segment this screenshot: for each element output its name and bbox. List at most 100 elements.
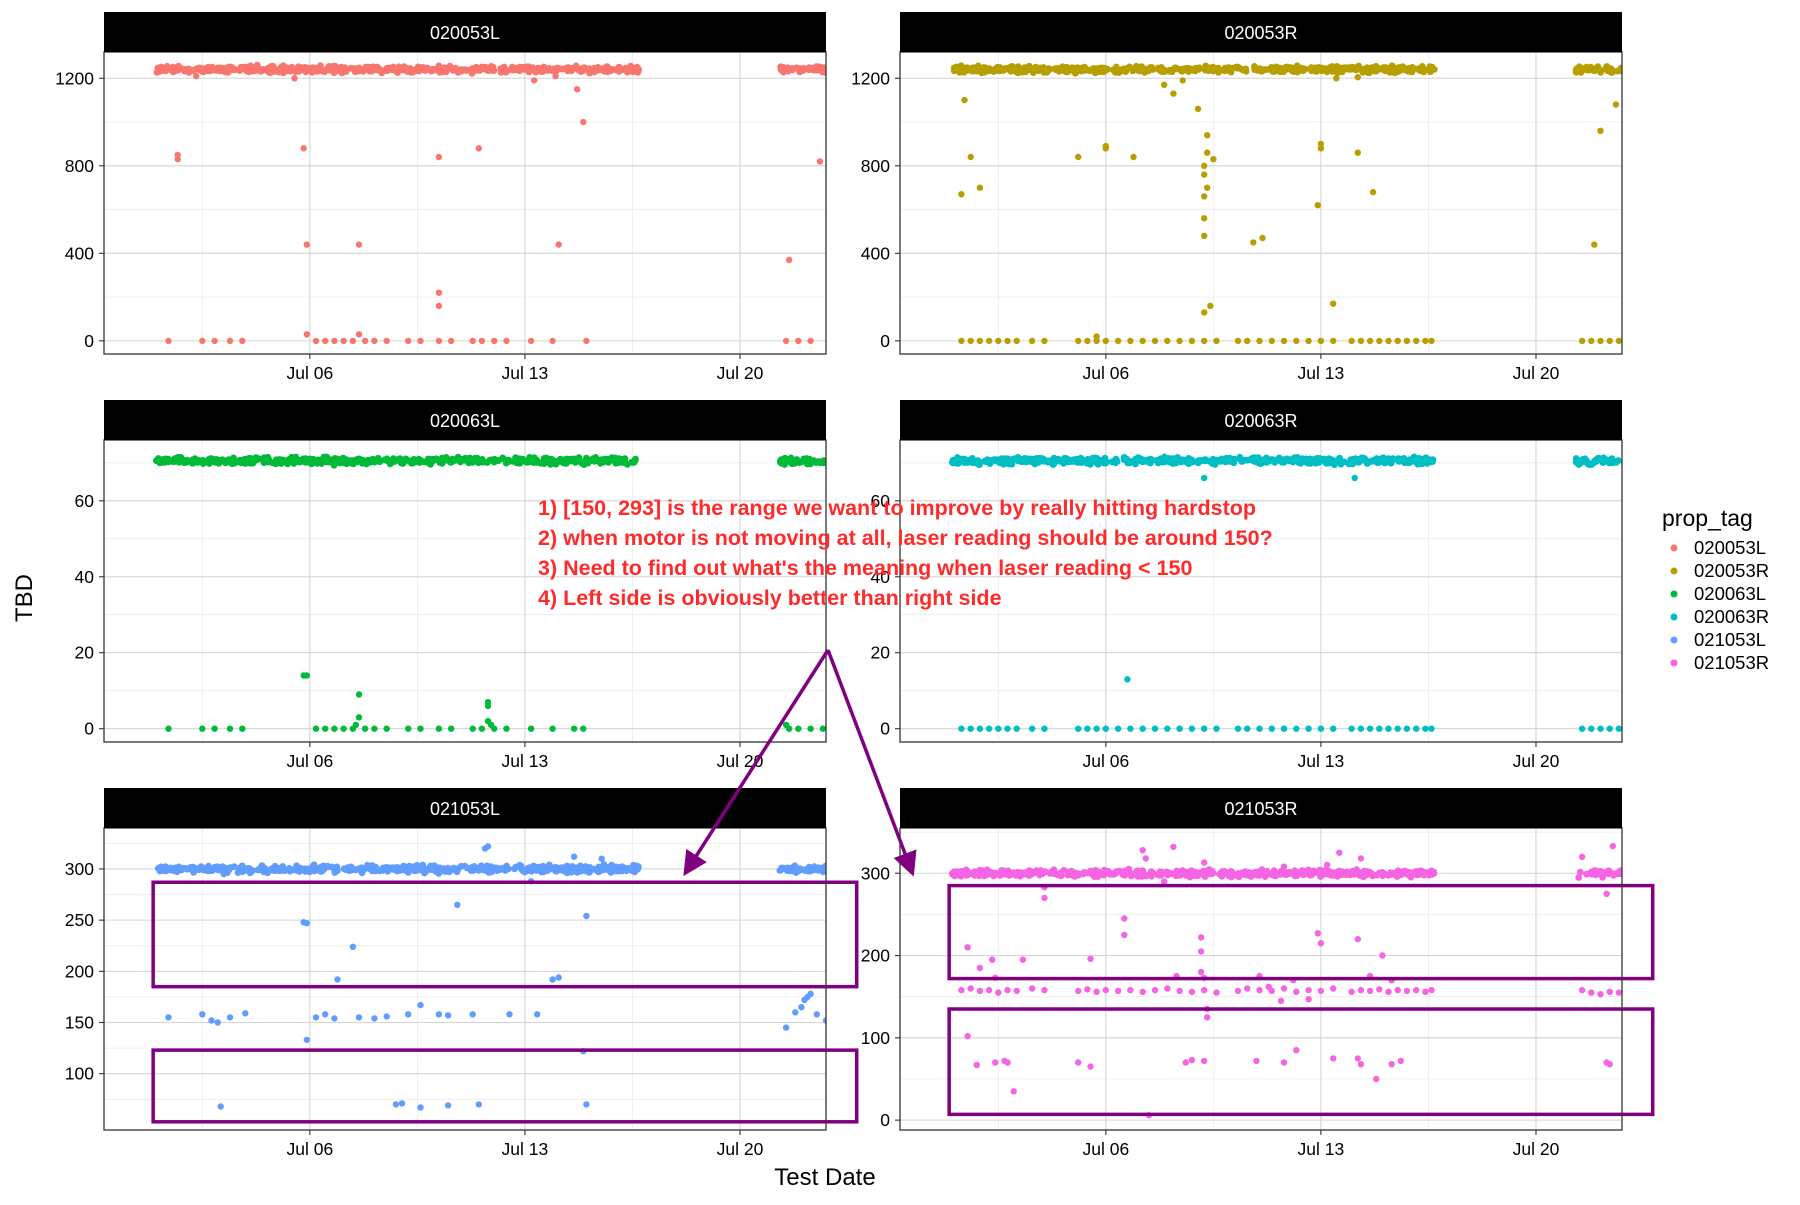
y-tick-label: 0 — [880, 719, 890, 739]
data-point — [1185, 455, 1193, 463]
data-point — [506, 1011, 513, 1018]
data-point — [1606, 725, 1613, 732]
x-tick-label: Jul 20 — [1513, 751, 1560, 771]
data-point — [497, 69, 505, 76]
data-point — [340, 337, 347, 345]
data-point — [208, 1017, 215, 1024]
data-point — [1293, 337, 1300, 345]
data-point — [1639, 67, 1646, 74]
data-point — [1651, 869, 1658, 876]
data-point — [305, 865, 313, 873]
data-point — [509, 66, 517, 74]
data-point — [1638, 869, 1645, 876]
data-point — [1030, 869, 1037, 876]
data-point — [777, 456, 785, 464]
data-point — [1627, 455, 1634, 462]
y-tick-label: 20 — [871, 643, 891, 663]
data-point — [189, 459, 196, 467]
data-point — [1593, 456, 1600, 463]
data-point — [782, 337, 790, 345]
data-point — [1652, 460, 1659, 467]
data-point — [552, 72, 559, 80]
data-point — [1357, 1061, 1365, 1068]
data-point — [857, 338, 863, 344]
data-point — [624, 68, 631, 76]
data-point — [976, 964, 984, 972]
data-point — [998, 455, 1006, 463]
data-point — [383, 1013, 390, 1020]
data-point — [839, 866, 846, 873]
data-point — [1004, 1059, 1011, 1066]
data-point — [1376, 337, 1383, 345]
data-point — [1597, 127, 1604, 134]
data-point — [1631, 65, 1638, 72]
data-point — [1295, 66, 1303, 74]
data-point — [1351, 474, 1358, 482]
data-point — [502, 67, 510, 74]
data-point — [1204, 149, 1211, 156]
data-point — [1579, 65, 1587, 72]
y-tick-label: 40 — [871, 567, 891, 587]
data-point — [976, 184, 984, 191]
data-point — [1591, 241, 1598, 248]
x-tick-label: Jul 06 — [1082, 363, 1129, 383]
data-point — [1627, 871, 1634, 878]
facet-strip — [104, 400, 826, 440]
data-point — [1406, 869, 1414, 876]
data-point — [1624, 70, 1631, 77]
data-point — [502, 459, 510, 467]
data-point — [785, 65, 792, 72]
data-point — [1638, 66, 1645, 73]
data-point — [1230, 459, 1238, 467]
data-point — [1139, 847, 1146, 854]
data-point — [312, 337, 320, 345]
data-point — [1028, 985, 1036, 992]
data-point — [838, 456, 845, 463]
data-point — [1041, 986, 1048, 994]
data-point — [1631, 870, 1638, 877]
data-point — [1234, 725, 1242, 732]
data-point — [1307, 459, 1314, 467]
data-point — [1114, 337, 1122, 345]
data-point — [1004, 867, 1012, 875]
data-point — [840, 456, 847, 463]
data-point — [1379, 952, 1386, 959]
data-point — [1419, 63, 1426, 71]
data-point — [274, 457, 281, 465]
data-point — [312, 725, 320, 732]
data-point — [295, 63, 302, 71]
data-point — [831, 67, 838, 74]
data-point — [621, 455, 629, 463]
data-point — [269, 62, 277, 70]
data-point — [397, 459, 405, 467]
data-point — [1626, 870, 1633, 877]
data-point — [1357, 725, 1365, 732]
data-point — [340, 725, 347, 732]
data-point — [1404, 68, 1412, 75]
data-point — [303, 241, 310, 248]
data-point — [850, 458, 857, 465]
data-point — [347, 457, 354, 465]
facet-strip-label: 020063R — [1224, 411, 1297, 431]
data-point — [840, 459, 847, 466]
data-point — [835, 456, 842, 463]
data-point — [985, 725, 993, 732]
data-point — [432, 867, 439, 875]
data-point — [848, 454, 855, 461]
data-point — [1365, 69, 1373, 77]
data-point — [545, 861, 553, 869]
data-point — [1629, 457, 1636, 464]
data-point — [331, 337, 338, 345]
data-point — [1059, 457, 1067, 464]
data-point — [336, 459, 344, 467]
data-point — [226, 725, 234, 732]
data-point — [435, 337, 443, 345]
data-point — [782, 721, 790, 729]
data-point — [1388, 1061, 1395, 1068]
data-point — [835, 455, 842, 462]
x-tick-label: Jul 20 — [1513, 363, 1560, 383]
data-point — [1323, 861, 1331, 869]
data-point — [185, 65, 193, 73]
data-point — [349, 337, 357, 345]
series-021053L — [154, 843, 846, 1111]
